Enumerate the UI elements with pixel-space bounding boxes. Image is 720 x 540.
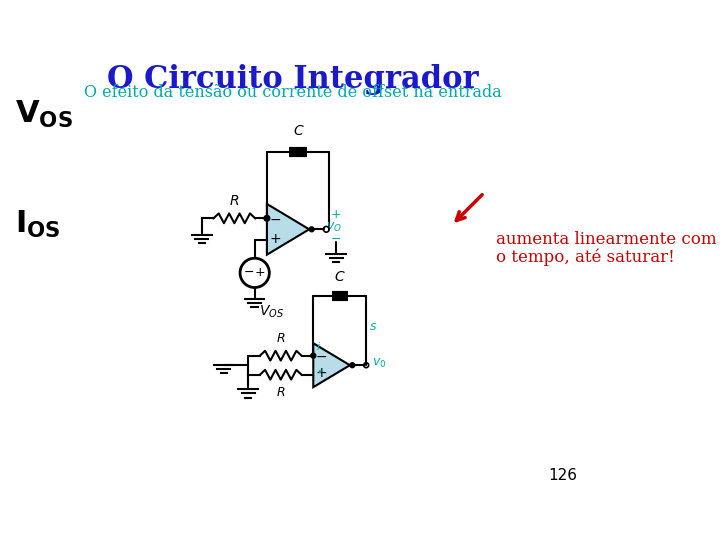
Text: C: C xyxy=(293,124,302,138)
Circle shape xyxy=(311,353,316,358)
Text: +: + xyxy=(269,232,281,246)
Text: $v_0$: $v_0$ xyxy=(372,357,386,370)
Text: $V_{OS}$: $V_{OS}$ xyxy=(258,304,284,320)
Text: aumenta linearmente com: aumenta linearmente com xyxy=(496,231,717,248)
Text: −: − xyxy=(269,213,281,227)
Polygon shape xyxy=(313,343,350,387)
Text: R: R xyxy=(276,332,285,345)
Text: o tempo, até saturar!: o tempo, até saturar! xyxy=(496,248,675,266)
Text: −: − xyxy=(244,266,254,279)
Text: R: R xyxy=(276,386,285,399)
Circle shape xyxy=(264,215,270,221)
Text: +: + xyxy=(255,266,266,279)
Text: R: R xyxy=(230,194,239,208)
Text: •: • xyxy=(317,367,323,377)
Circle shape xyxy=(350,363,355,368)
Text: O efeito da tensão ou corrente de offset na entrada: O efeito da tensão ou corrente de offset… xyxy=(84,84,502,100)
Text: i: i xyxy=(317,342,320,353)
Circle shape xyxy=(309,227,314,232)
Text: O Circuito Integrador: O Circuito Integrador xyxy=(107,64,479,95)
Text: $\mathbf{I_{OS}}$: $\mathbf{I_{OS}}$ xyxy=(14,209,60,240)
Text: −: − xyxy=(330,233,341,246)
Text: 126: 126 xyxy=(549,468,577,483)
Text: +: + xyxy=(315,366,327,380)
Text: $\mathbf{V_{OS}}$: $\mathbf{V_{OS}}$ xyxy=(14,99,73,130)
Text: +: + xyxy=(330,208,341,221)
Text: −: − xyxy=(315,350,327,364)
Polygon shape xyxy=(267,204,309,255)
Text: C: C xyxy=(335,270,345,284)
Text: $v_O$: $v_O$ xyxy=(326,221,343,234)
Text: s: s xyxy=(370,320,377,333)
